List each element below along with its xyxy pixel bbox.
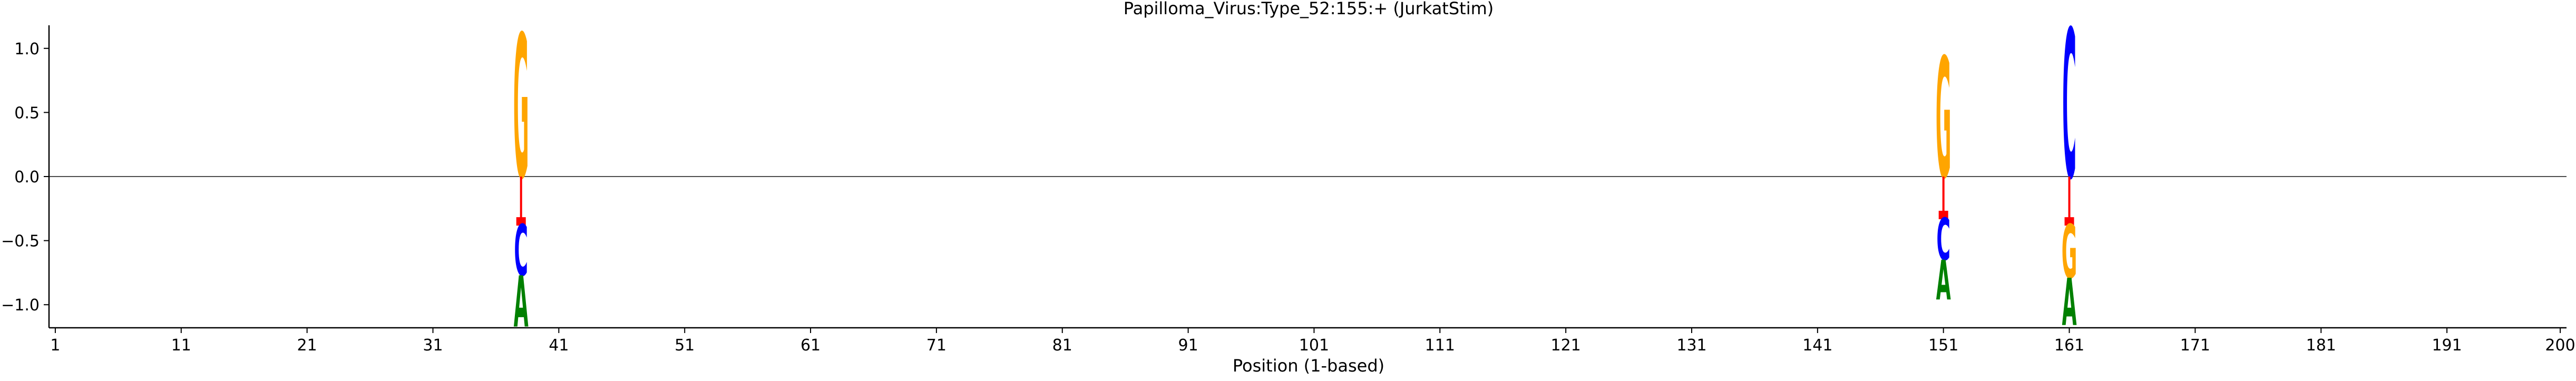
x-tick-label: 31 bbox=[423, 336, 443, 355]
logo-letter-glyph: C bbox=[514, 210, 528, 292]
logo-letter-glyph: A bbox=[514, 262, 529, 344]
logo-letter-A: A bbox=[1936, 250, 1951, 313]
chart-title: Papilloma_Virus:Type_52:155:+ (JurkatSti… bbox=[1124, 0, 1494, 18]
x-tick-label: 131 bbox=[1676, 336, 1706, 355]
logo-letter-C: C bbox=[1936, 207, 1950, 274]
x-tick-label: 101 bbox=[1299, 336, 1329, 355]
logo-letter-glyph: A bbox=[2062, 266, 2077, 341]
x-tick-label: 191 bbox=[2432, 336, 2462, 355]
x-tick-label: 41 bbox=[549, 336, 569, 355]
plot-area: 1.00.50.0−0.5−1.01 11 21 31 41 51 61 71 81 91 101 1… bbox=[1, 0, 2575, 355]
x-tick-label: 171 bbox=[2180, 336, 2210, 355]
y-tick-label: 1.0 bbox=[14, 40, 40, 58]
x-tick-label: 111 bbox=[1425, 336, 1455, 355]
stem-marker bbox=[2064, 217, 2074, 226]
x-tick-label: 161 bbox=[2054, 336, 2084, 355]
x-tick-label: 200 bbox=[2545, 336, 2575, 355]
x-tick-label: 141 bbox=[1802, 336, 1832, 355]
logo-letter-C: C bbox=[514, 210, 528, 292]
logo-letter-G: G bbox=[2062, 210, 2077, 296]
logo-letter-glyph: C bbox=[1936, 207, 1950, 274]
x-tick-label: 71 bbox=[926, 336, 947, 355]
x-tick-label: 151 bbox=[1928, 336, 1958, 355]
y-tick-label: 0.5 bbox=[14, 104, 40, 122]
x-tick-label: 81 bbox=[1052, 336, 1072, 355]
x-tick-label: 1 bbox=[50, 336, 60, 355]
x-tick-label: 51 bbox=[675, 336, 695, 355]
x-tick-label: 11 bbox=[171, 336, 191, 355]
x-tick-label: 61 bbox=[801, 336, 821, 355]
x-tick-label: 121 bbox=[1551, 336, 1581, 355]
logo-letter-glyph: G bbox=[2062, 210, 2077, 296]
x-axis-label: Position (1-based) bbox=[1233, 356, 1384, 376]
logo-letter-glyph: A bbox=[1936, 250, 1951, 313]
y-tick-label: 0.0 bbox=[14, 168, 40, 187]
x-tick-label: 21 bbox=[297, 336, 317, 355]
logo-letter-A: A bbox=[514, 262, 529, 344]
x-tick-label: 181 bbox=[2306, 336, 2336, 355]
y-tick-label: −0.5 bbox=[1, 232, 40, 251]
stem-marker bbox=[1938, 210, 1948, 219]
x-tick-label: 91 bbox=[1178, 336, 1198, 355]
y-tick-label: −1.0 bbox=[1, 296, 40, 315]
stem-marker bbox=[516, 217, 526, 226]
logo-letter-A: A bbox=[2062, 266, 2077, 341]
